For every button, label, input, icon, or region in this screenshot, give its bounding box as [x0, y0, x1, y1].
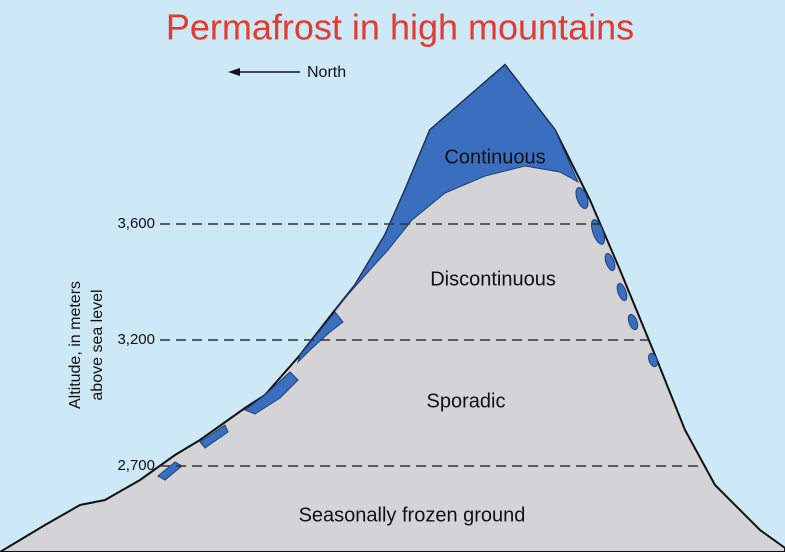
- title: Permafrost in high mountains: [166, 7, 634, 48]
- zone-label: Continuous: [444, 146, 545, 168]
- continuous-permafrost: [334, 64, 580, 311]
- altitude-label: 2,700: [117, 457, 155, 474]
- altitude-label: 3,200: [117, 331, 155, 348]
- axis-label: Altitude, in meters: [67, 281, 84, 409]
- zone-label: Sporadic: [427, 390, 506, 412]
- arrow-head: [228, 68, 240, 76]
- altitude-label: 3,600: [117, 215, 155, 232]
- zone-label: Seasonally frozen ground: [299, 504, 526, 526]
- zone-label: Discontinuous: [430, 268, 556, 290]
- axis-label: above sea level: [89, 289, 106, 400]
- altitude-lines: [160, 223, 700, 467]
- direction-label: North: [307, 64, 346, 81]
